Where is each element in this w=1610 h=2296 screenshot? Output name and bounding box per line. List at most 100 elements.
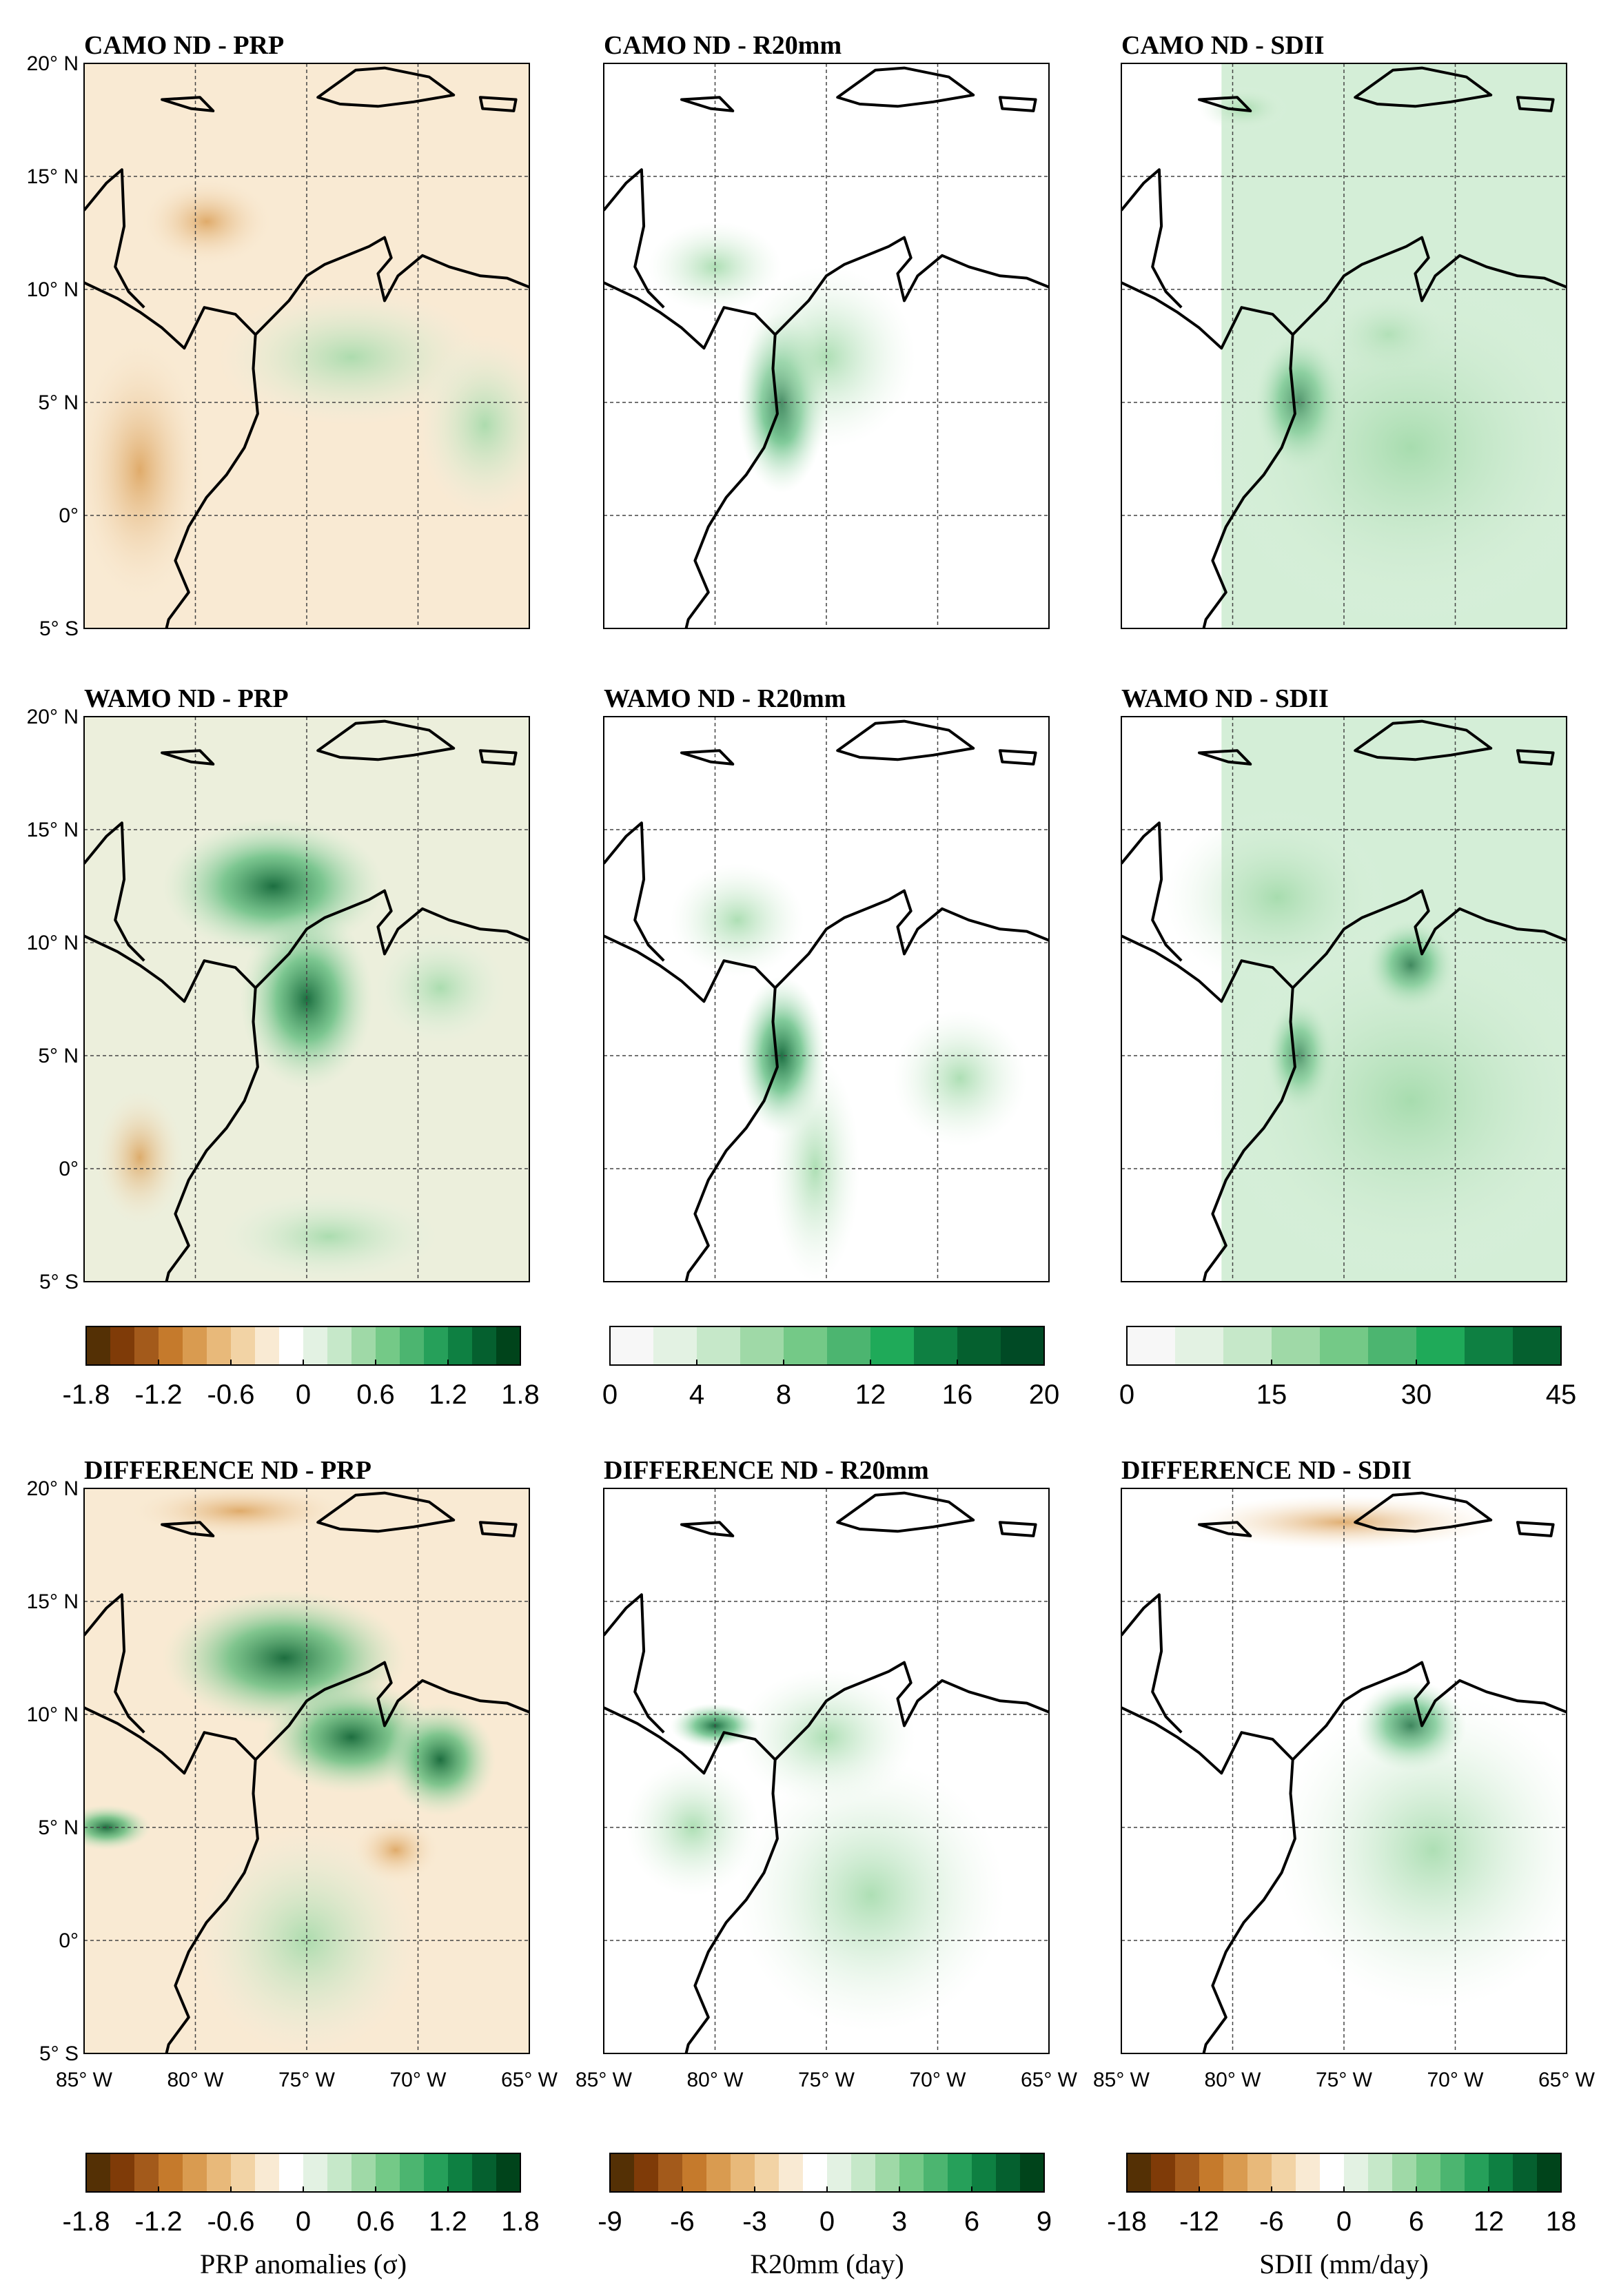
lon-tick-label: 75° W bbox=[278, 2069, 336, 2091]
field-layer bbox=[604, 63, 1049, 628]
colorbar-tick-label: 8 bbox=[776, 1380, 791, 1410]
colorbar-swatch bbox=[1368, 2153, 1393, 2192]
colorbar-swatch bbox=[472, 1326, 497, 1365]
colorbar-swatch bbox=[134, 2153, 159, 2192]
coastline bbox=[84, 1706, 259, 2053]
colorbar-tick-label: -1.8 bbox=[63, 2206, 110, 2237]
colorbar-swatch bbox=[658, 2153, 683, 2192]
field-layer bbox=[1121, 717, 1567, 1282]
field-anomaly-region bbox=[1210, 920, 1567, 1282]
map-frame bbox=[1121, 63, 1567, 629]
coastline bbox=[1121, 821, 1183, 962]
lon-tick-label: 85° W bbox=[575, 2069, 633, 2091]
lat-tick-label: 5° S bbox=[39, 1271, 79, 1293]
colorbar-tick-label: -0.6 bbox=[207, 2206, 255, 2237]
field-layer bbox=[1121, 63, 1567, 628]
colorbar-tick-label: 12 bbox=[855, 1380, 886, 1410]
panel-title: CAMO ND - R20mm bbox=[604, 31, 842, 60]
coastline bbox=[604, 281, 779, 628]
panel-title: DIFFERENCE ND - PRP bbox=[84, 1456, 371, 1485]
colorbar-swatch bbox=[731, 2153, 755, 2192]
lat-tick-label: 5° S bbox=[39, 2042, 79, 2065]
colorbar-swatch bbox=[1151, 2153, 1176, 2192]
colorbar-swatch bbox=[740, 1326, 784, 1365]
colorbar-swatch bbox=[207, 1326, 232, 1365]
colorbar-tick-label: -1.2 bbox=[135, 1380, 183, 1410]
colorbar-tick-label: 1.8 bbox=[501, 2206, 540, 2237]
panel-title: DIFFERENCE ND - SDII bbox=[1121, 1456, 1412, 1485]
colorbar-swatch bbox=[682, 2153, 707, 2192]
colorbar-tick-label: 0 bbox=[602, 1380, 618, 1410]
colorbar-swatch bbox=[1272, 1326, 1321, 1365]
coastline bbox=[604, 821, 665, 962]
colorbar-tick-label: 6 bbox=[964, 2206, 979, 2237]
colorbar-tick-label: 1.2 bbox=[429, 2206, 467, 2237]
field-anomaly-region bbox=[737, 1759, 1005, 2031]
lon-tick-label: 75° W bbox=[798, 2069, 855, 2091]
colorbar-tick-label: 12 bbox=[1474, 2206, 1505, 2237]
field-anomaly-region bbox=[95, 1089, 185, 1225]
map-frame bbox=[603, 63, 1050, 629]
colorbar-tick-label: 6 bbox=[1409, 2206, 1424, 2237]
map-frame bbox=[83, 716, 530, 1282]
colorbar-axis-label: PRP anomalies (σ) bbox=[200, 2248, 407, 2279]
colorbar-swatch bbox=[1344, 2153, 1369, 2192]
colorbar-swatch bbox=[1392, 2153, 1417, 2192]
colorbar-swatch bbox=[972, 2153, 997, 2192]
colorbar-sdii-bottom: -18 -12 -6 0 6 12 18 SDII (mm/day) bbox=[1107, 2153, 1576, 2279]
colorbar-swatch bbox=[610, 2153, 635, 2192]
map-frame bbox=[83, 63, 530, 629]
coastline bbox=[1292, 1661, 1567, 1761]
lon-tick-label: 65° W bbox=[1021, 2069, 1078, 2091]
field-anomaly-region bbox=[351, 1816, 440, 1884]
field-layer bbox=[604, 1488, 1049, 2053]
colorbar-swatch bbox=[448, 1326, 473, 1365]
island-coastline bbox=[1516, 1521, 1555, 1537]
field-anomaly-region bbox=[195, 1827, 418, 2053]
lat-tick-label: 15° N bbox=[27, 1590, 79, 1613]
island-coastline bbox=[1198, 749, 1252, 766]
colorbar-tick-label: -3 bbox=[742, 2206, 767, 2237]
field-layer bbox=[84, 63, 529, 628]
island-coastline bbox=[316, 719, 456, 761]
colorbar-tick-label: -12 bbox=[1179, 2206, 1219, 2237]
lat-tick-label: 0° bbox=[59, 504, 79, 527]
lon-tick-label: 75° W bbox=[1316, 2069, 1373, 2091]
colorbar-swatch bbox=[1127, 2153, 1152, 2192]
colorbar-swatch bbox=[110, 2153, 135, 2192]
island-coastline bbox=[478, 96, 518, 112]
colorbar-swatch bbox=[803, 2153, 828, 2192]
island-coastline bbox=[1516, 96, 1555, 112]
coastline bbox=[84, 281, 259, 628]
colorbar-swatch bbox=[448, 2153, 473, 2192]
coastline bbox=[1121, 168, 1183, 309]
colorbar-swatch bbox=[472, 2153, 497, 2192]
lat-tick-label: 0° bbox=[59, 1158, 79, 1180]
lat-tick-label: 5° S bbox=[39, 617, 79, 640]
colorbar-swatch bbox=[610, 1326, 654, 1365]
island-coastline bbox=[836, 66, 975, 108]
colorbar-tick-label: 0 bbox=[296, 2206, 311, 2237]
colorbar-tick-label: 0.6 bbox=[356, 2206, 395, 2237]
coastline bbox=[774, 889, 1049, 990]
field-layer bbox=[1121, 1488, 1567, 2053]
lat-tick-label: 15° N bbox=[27, 819, 79, 841]
coastline bbox=[254, 1661, 529, 1761]
colorbar-swatch bbox=[159, 2153, 183, 2192]
colorbar-swatch bbox=[327, 1326, 352, 1365]
coastline bbox=[604, 1593, 665, 1734]
colorbar-swatch bbox=[86, 2153, 111, 2192]
colorbar-swatch bbox=[110, 1326, 135, 1365]
field-layer bbox=[84, 717, 529, 1282]
map-frame bbox=[83, 1488, 530, 2054]
island-coastline bbox=[161, 749, 215, 766]
panel-difference-sdii: DIFFERENCE ND - SDII 85° W 80° W 75° W 70° W… bbox=[1093, 1456, 1596, 2091]
coastline bbox=[604, 168, 665, 309]
colorbar-swatch bbox=[914, 1326, 958, 1365]
colorbar-tick-label: 45 bbox=[1546, 1380, 1577, 1410]
colorbar-swatch bbox=[948, 2153, 972, 2192]
lat-tick-label: 0° bbox=[59, 1929, 79, 1952]
colorbar-tick-label: 0 bbox=[819, 2206, 835, 2237]
island-coastline bbox=[316, 1491, 456, 1533]
